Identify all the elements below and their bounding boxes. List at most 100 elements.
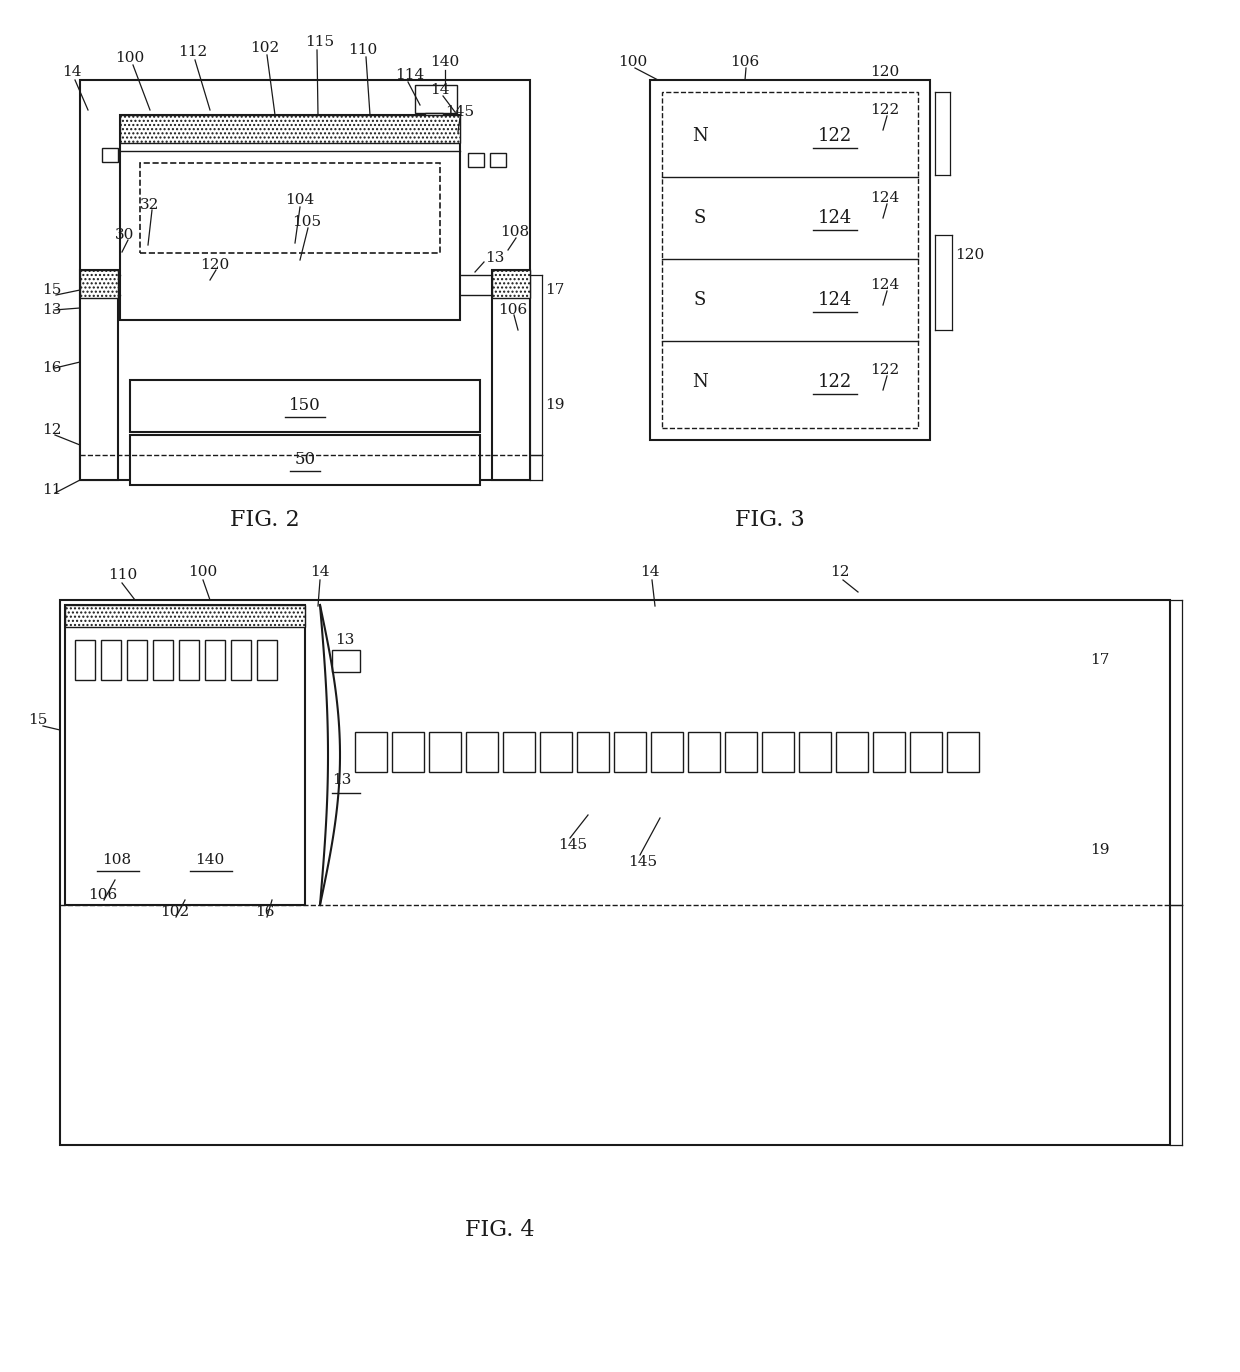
Text: S: S: [694, 291, 707, 309]
Text: 115: 115: [305, 36, 334, 49]
Text: 112: 112: [179, 45, 207, 59]
Text: 122: 122: [818, 373, 852, 391]
Bar: [873, 733, 905, 772]
Text: 13: 13: [485, 251, 505, 265]
Bar: [490, 154, 506, 167]
Bar: [64, 605, 305, 627]
Text: FIG. 4: FIG. 4: [465, 1218, 534, 1242]
Text: 15: 15: [42, 283, 61, 296]
Bar: [81, 80, 529, 480]
Bar: [429, 733, 461, 772]
Text: 122: 122: [870, 364, 899, 377]
Text: 106: 106: [88, 888, 118, 901]
Bar: [492, 270, 529, 298]
Bar: [120, 115, 460, 320]
Bar: [577, 733, 609, 772]
Bar: [153, 639, 174, 681]
Bar: [355, 733, 387, 772]
Text: 100: 100: [115, 51, 144, 64]
Text: 14: 14: [62, 64, 82, 80]
Bar: [650, 80, 930, 440]
Bar: [947, 733, 980, 772]
Text: 124: 124: [870, 279, 899, 292]
Text: 110: 110: [348, 43, 377, 58]
Text: 102: 102: [250, 41, 279, 55]
Bar: [179, 639, 198, 681]
Text: 102: 102: [160, 906, 190, 919]
Bar: [81, 270, 118, 480]
Text: 122: 122: [818, 128, 852, 145]
Bar: [205, 639, 224, 681]
Text: 145: 145: [445, 106, 474, 119]
Text: 14: 14: [310, 565, 330, 579]
Text: 106: 106: [498, 303, 527, 317]
Bar: [102, 148, 118, 162]
Bar: [425, 113, 443, 125]
Text: 32: 32: [140, 198, 160, 213]
Bar: [257, 639, 277, 681]
Text: 13: 13: [42, 303, 61, 317]
Bar: [725, 733, 756, 772]
Bar: [130, 380, 480, 432]
Bar: [120, 115, 460, 143]
Text: 145: 145: [558, 838, 587, 852]
Text: 145: 145: [627, 855, 657, 868]
Bar: [466, 733, 498, 772]
Text: 13: 13: [335, 632, 355, 648]
Text: 14: 14: [430, 82, 449, 97]
Bar: [799, 733, 831, 772]
Bar: [688, 733, 720, 772]
Text: 14: 14: [640, 565, 660, 579]
Text: 50: 50: [294, 451, 315, 468]
Text: 19: 19: [1090, 842, 1110, 858]
Text: S: S: [694, 209, 707, 226]
Text: 100: 100: [618, 55, 647, 69]
Text: 120: 120: [955, 248, 985, 262]
Text: 13: 13: [332, 772, 351, 788]
Text: 17: 17: [1090, 653, 1110, 667]
Bar: [651, 733, 683, 772]
Text: 110: 110: [108, 568, 138, 582]
Text: 120: 120: [200, 258, 229, 272]
Bar: [332, 650, 360, 672]
Text: 19: 19: [546, 398, 564, 412]
Text: 104: 104: [285, 193, 314, 207]
Bar: [60, 600, 1171, 1146]
Text: FIG. 2: FIG. 2: [231, 509, 300, 531]
Bar: [763, 733, 794, 772]
Text: 108: 108: [500, 225, 529, 239]
Text: 12: 12: [830, 565, 849, 579]
Bar: [100, 639, 122, 681]
Bar: [81, 270, 118, 298]
Text: 150: 150: [289, 398, 321, 414]
Bar: [130, 435, 480, 484]
Text: 100: 100: [188, 565, 217, 579]
Text: 124: 124: [818, 209, 852, 226]
Text: 105: 105: [291, 215, 321, 229]
Bar: [662, 92, 918, 428]
Text: 16: 16: [255, 906, 274, 919]
Text: 124: 124: [870, 191, 899, 204]
Text: 140: 140: [430, 55, 459, 69]
Bar: [392, 733, 424, 772]
Bar: [415, 85, 458, 113]
Text: 114: 114: [396, 69, 424, 82]
Bar: [74, 639, 95, 681]
Text: FIG. 3: FIG. 3: [735, 509, 805, 531]
Text: 11: 11: [42, 483, 62, 497]
Bar: [231, 639, 250, 681]
Text: 108: 108: [103, 853, 131, 867]
Text: 16: 16: [42, 361, 62, 375]
Text: N: N: [692, 373, 708, 391]
Bar: [492, 270, 529, 480]
Text: 140: 140: [196, 853, 224, 867]
Bar: [539, 733, 572, 772]
Bar: [126, 639, 148, 681]
Bar: [140, 163, 440, 252]
Bar: [910, 733, 942, 772]
Text: N: N: [692, 128, 708, 145]
Bar: [467, 154, 484, 167]
Text: 120: 120: [870, 64, 899, 80]
Text: 30: 30: [115, 228, 134, 241]
Text: 15: 15: [29, 713, 47, 727]
